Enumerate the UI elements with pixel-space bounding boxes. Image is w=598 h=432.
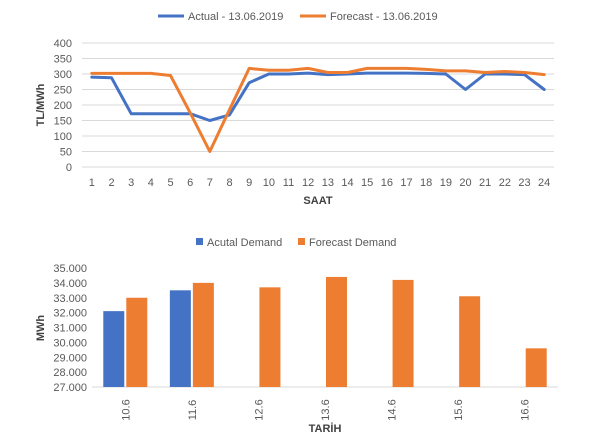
bar-chart-legend: Acutal Demand Forecast Demand	[196, 237, 396, 249]
y-tick-label: 28.000	[53, 367, 87, 379]
x-tick-label: 14	[341, 177, 353, 189]
x-tick-label: 17	[400, 177, 412, 189]
y-tick-label: 32.000	[53, 308, 87, 320]
legend-swatch-forecast	[298, 238, 305, 245]
line-chart-gridlines	[82, 42, 554, 168]
legend-label-actual: Acutal Demand	[207, 237, 282, 249]
x-tick-label: 22	[499, 177, 511, 189]
y-tick-label: 300	[54, 69, 72, 81]
bar-forecast-10.6	[126, 297, 148, 387]
legend-label-forecast: Forecast Demand	[309, 237, 396, 249]
bar-forecast-14.6	[392, 279, 414, 387]
y-tick-label: 200	[54, 100, 72, 112]
y-tick-label: 250	[54, 85, 72, 97]
x-tick-label: 11.6	[187, 400, 199, 421]
line-chart-legend: Actual - 13.06.2019 Forecast - 13.06.2019	[158, 11, 438, 23]
line-chart-x-axis-title: SAAT	[303, 195, 332, 207]
x-tick-label: 1	[89, 177, 95, 189]
x-tick-label: 13.6	[320, 399, 332, 420]
y-tick-label: 29.000	[53, 352, 87, 364]
x-tick-label: 14.6	[387, 399, 399, 420]
x-tick-label: 12	[302, 177, 314, 189]
x-tick-label: 16	[381, 177, 393, 189]
bar-chart-x-axis-title: TARİH	[309, 422, 342, 432]
x-tick-label: 10.6	[120, 399, 132, 420]
x-tick-label: 23	[518, 177, 530, 189]
x-tick-label: 4	[148, 177, 154, 189]
x-tick-label: 11	[283, 177, 294, 189]
x-tick-label: 15	[361, 177, 373, 189]
series-line-forecast	[90, 66, 546, 153]
legend-label-forecast: Forecast - 13.06.2019	[330, 11, 438, 23]
y-tick-label: 27.000	[53, 382, 87, 394]
x-tick-label: 6	[187, 177, 193, 189]
x-tick-label: 13	[322, 177, 334, 189]
bar-chart-x-tick-labels: 10.6 11.6 12.6 13.6 14.6 15.6 16.6	[120, 399, 531, 420]
y-tick-label: 0	[66, 162, 72, 174]
bar-forecast-11.6	[192, 282, 214, 387]
line-chart-y-tick-labels: 0 50 100 150 200 250 300 350 400	[54, 38, 72, 174]
x-tick-label: 24	[538, 177, 550, 189]
bar-forecast-15.6	[459, 296, 481, 387]
bar-chart-bars	[103, 276, 547, 387]
line-chart-series	[90, 66, 546, 153]
legend-swatch-actual	[196, 238, 203, 245]
x-tick-label: 2	[108, 177, 114, 189]
bar-forecast-16.6	[525, 348, 547, 387]
bar-forecast-12.6	[259, 287, 281, 387]
y-tick-label: 30.000	[53, 337, 87, 349]
bar-forecast-13.6	[326, 276, 347, 387]
y-tick-label: 400	[54, 38, 72, 50]
y-tick-label: 350	[54, 54, 72, 66]
x-tick-label: 18	[420, 177, 432, 189]
x-tick-label: 20	[459, 177, 471, 189]
y-tick-label: 100	[54, 131, 72, 143]
x-tick-label: 8	[226, 177, 232, 189]
legend-label-actual: Actual - 13.06.2019	[188, 11, 283, 23]
x-tick-label: 7	[207, 177, 213, 189]
x-tick-label: 16.6	[520, 399, 532, 420]
x-tick-label: 15.6	[453, 399, 465, 420]
y-tick-label: 33.000	[53, 293, 87, 305]
x-tick-label: 12.6	[253, 399, 265, 420]
x-tick-label: 19	[440, 177, 452, 189]
x-tick-label: 3	[128, 177, 134, 189]
series-line-actual	[90, 71, 546, 122]
line-chart: Actual - 13.06.2019 Forecast - 13.06.2019…	[35, 11, 554, 207]
x-tick-label: 9	[246, 177, 252, 189]
bar-chart: Acutal Demand Forecast Demand 27.000 28.00…	[35, 237, 558, 432]
bar-actual-11.6	[169, 290, 191, 387]
y-tick-label: 34.000	[53, 278, 87, 290]
line-chart-y-axis-title: TL/MWh	[35, 83, 47, 126]
y-tick-label: 35.000	[53, 263, 87, 275]
y-tick-label: 50	[60, 147, 72, 159]
y-tick-label: 150	[54, 116, 72, 128]
bar-chart-y-tick-labels: 27.000 28.000 29.000 30.000 31.000 32.000 33.0…	[53, 263, 87, 394]
line-chart-x-tick-labels: 1 2 3 4 5 6 7 8 9 10 11 12 13 14 15 16 17 18 19 20 21 22 23 24	[89, 177, 551, 189]
x-tick-label: 21	[479, 177, 491, 189]
y-tick-label: 31.000	[53, 323, 87, 335]
bar-chart-y-axis-title: MWh	[35, 315, 47, 342]
x-tick-label: 10	[263, 177, 275, 189]
bar-actual-10.6	[103, 311, 125, 387]
x-tick-label: 5	[167, 177, 173, 189]
